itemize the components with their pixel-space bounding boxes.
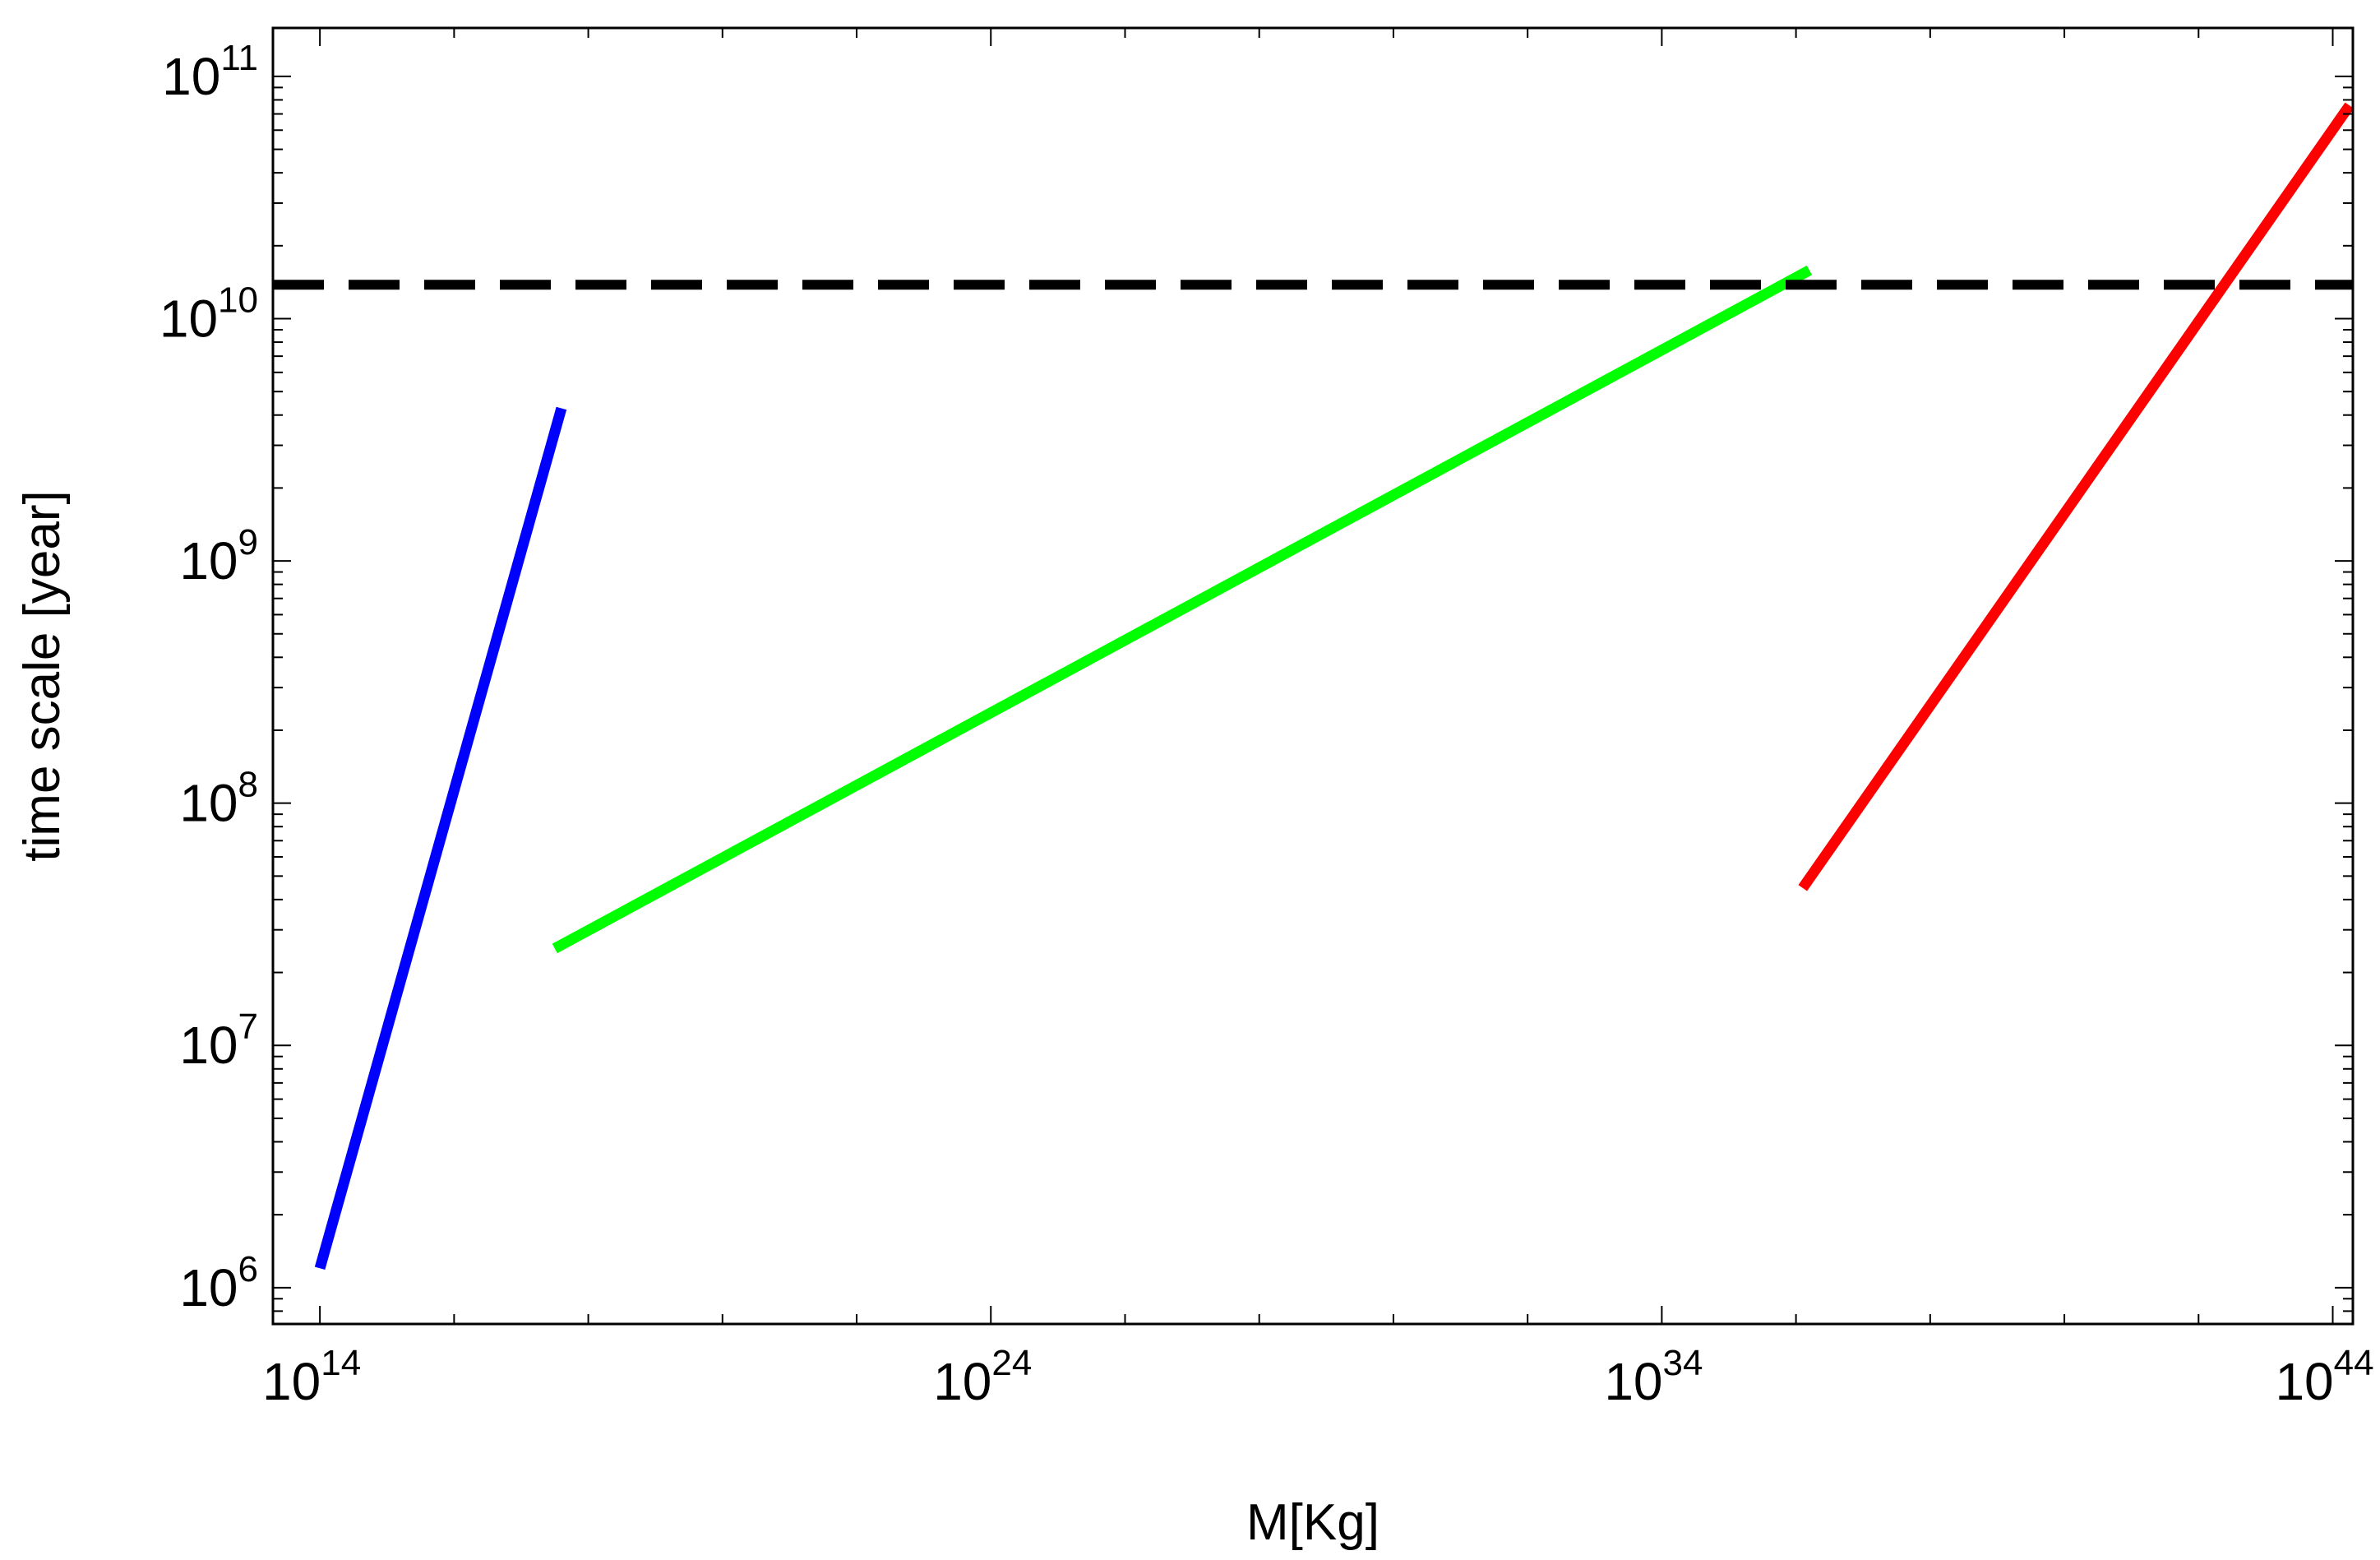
series-line-red: [1798, 102, 2355, 891]
x-tick-base: 10: [933, 1352, 991, 1411]
y-tick-base: 10: [179, 1258, 238, 1317]
x-tick-exp: 24: [991, 1343, 1032, 1383]
x-axis-label: M[Kg]: [1246, 1494, 1379, 1551]
x-tick-base: 10: [262, 1352, 321, 1411]
y-tick-label: 109: [179, 522, 258, 590]
x-tick-exp: 34: [1663, 1343, 1703, 1383]
y-tick-exp: 9: [238, 522, 258, 562]
x-tick-exp: 14: [321, 1343, 361, 1383]
y-tick-label: 1010: [159, 280, 258, 348]
x-tick-label: 1014: [262, 1343, 361, 1411]
plot-frame: [271, 26, 2355, 1326]
y-tick-exp: 6: [238, 1249, 258, 1289]
x-tick-base: 10: [2275, 1352, 2333, 1411]
series-layer: [273, 102, 2355, 1270]
y-tick-base: 10: [179, 531, 238, 590]
x-tick-base: 10: [1604, 1352, 1662, 1411]
y-tick-base: 10: [179, 774, 238, 833]
x-tick-exp: 44: [2334, 1343, 2374, 1383]
x-tick-label: 1034: [1604, 1343, 1703, 1411]
y-tick-base: 10: [179, 1016, 238, 1075]
x-tick-label: 1044: [2275, 1343, 2373, 1411]
y-tick-label: 1011: [162, 38, 258, 106]
x-tick-label: 1024: [933, 1343, 1032, 1411]
y-tick-exp: 8: [238, 765, 258, 805]
series-line-green: [552, 265, 1812, 954]
y-tick-base: 10: [162, 47, 220, 106]
y-axis-label: time scale [year]: [14, 490, 71, 861]
series-line-blue: [314, 406, 567, 1270]
y-tick-base: 10: [159, 289, 218, 348]
y-tick-label: 108: [179, 765, 258, 833]
y-tick-label: 107: [179, 1007, 258, 1075]
y-tick-exp: 11: [220, 38, 258, 78]
y-tick-label: 106: [179, 1249, 258, 1317]
y-tick-exp: 7: [238, 1007, 258, 1047]
y-tick-exp: 10: [218, 280, 258, 320]
